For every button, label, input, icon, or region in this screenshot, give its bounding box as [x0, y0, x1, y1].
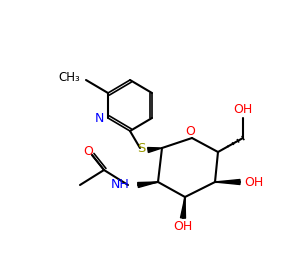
Text: CH₃: CH₃ — [58, 70, 80, 83]
Polygon shape — [138, 182, 158, 188]
Text: O: O — [83, 145, 93, 157]
Text: O: O — [185, 125, 195, 138]
Polygon shape — [181, 197, 185, 218]
Polygon shape — [215, 179, 240, 184]
Text: OH: OH — [244, 176, 264, 189]
Polygon shape — [148, 148, 162, 153]
Text: S: S — [137, 141, 145, 155]
Text: N: N — [94, 112, 104, 125]
Text: OH: OH — [173, 220, 193, 234]
Text: OH: OH — [233, 103, 253, 116]
Text: NH: NH — [110, 178, 129, 191]
